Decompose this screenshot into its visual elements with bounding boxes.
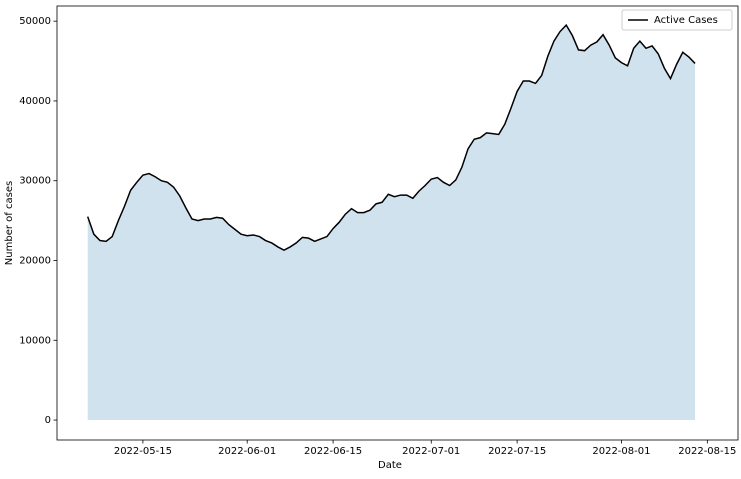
y-tick-label: 20000 [19, 255, 51, 266]
x-tick-label: 2022-06-01 [218, 446, 276, 457]
y-tick-label: 30000 [19, 176, 51, 187]
x-tick-label: 2022-05-15 [114, 446, 172, 457]
plot-frame [56, 5, 739, 441]
x-tick-label: 2022-07-01 [402, 446, 460, 457]
line [86, 23, 696, 251]
x-tick-label: 2022-08-15 [678, 446, 736, 457]
legend-label: Active Cases [654, 15, 718, 26]
x-tick-label: 2022-07-15 [488, 446, 546, 457]
legend-box [621, 9, 733, 31]
x-tick-label: 2022-06-15 [304, 446, 362, 457]
x-axis-label: Date [378, 460, 402, 471]
x-tick-label: 2022-08-01 [592, 446, 650, 457]
y-axis-label: Number of cases [4, 181, 15, 265]
area [87, 25, 696, 421]
y-tick-label: 50000 [19, 16, 51, 27]
y-tick-label: 40000 [19, 96, 51, 107]
y-tick-label: 10000 [19, 335, 51, 346]
y-tick-label: 0 [45, 415, 51, 426]
